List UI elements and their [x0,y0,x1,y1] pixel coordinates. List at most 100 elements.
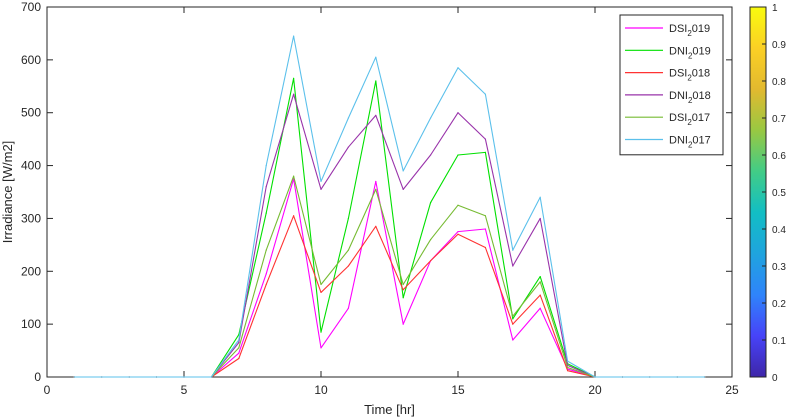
data-point [265,249,267,251]
data-point [156,376,158,378]
data-point [457,67,459,69]
colorbar-tick-label: 0.1 [772,336,786,347]
data-point [512,339,514,341]
data-point [293,77,295,79]
data-point [484,246,486,249]
data-point [402,297,404,299]
data-point [375,114,377,116]
data-point [430,117,432,119]
data-point [320,291,322,294]
data-point [128,376,130,378]
data-point [621,376,624,378]
data-point [567,366,569,369]
colorbar-tick-label: 0.8 [772,77,786,88]
data-point [539,217,541,220]
data-point [430,201,432,204]
legend: DSI2019 DNI2019 DSI2018 DNI2018 DSI2017 DNI20… [619,14,724,156]
data-point [539,281,541,283]
data-point [320,283,322,286]
data-point [484,138,486,140]
data-point [375,225,377,227]
colorbar-tick-label: 0.2 [772,299,786,310]
data-point [512,315,514,317]
data-point [567,360,569,362]
data-point [457,204,459,206]
data-point [402,323,404,325]
data-point [320,180,322,183]
data-point [265,212,267,214]
colorbar-tick-label: 0.4 [772,225,786,236]
x-tick-label: 5 [181,383,188,397]
data-point [457,231,459,233]
data-point [430,260,432,262]
data-point [484,93,486,95]
data-point [347,307,349,309]
y-tick-label: 500 [21,106,41,120]
data-point [539,275,541,278]
colorbar: 0 0.1 0.2 0.3 0.4 0.5 0.6 0.7 0.8 0.9 1 [749,3,786,384]
data-point [347,217,349,220]
data-point [484,228,486,230]
data-point [402,283,404,286]
data-point [238,357,240,360]
legend-box [619,14,724,156]
axis-ticks: 0 5 10 15 20 25 0 100 200 300 400 500 600 700 [21,0,739,397]
data-point [594,376,596,378]
data-point [430,154,432,156]
legend-label: DSI2018 [669,68,710,83]
data-point [676,376,678,378]
colorbar-tick-label: 0.9 [772,40,786,51]
data-point [265,283,267,286]
y-tick-label: 700 [21,0,41,14]
x-axis-label: Time [hr] [364,402,415,417]
data-point [402,289,404,291]
data-point [539,196,541,198]
data-point [320,331,322,333]
legend-label: DSI2019 [669,23,710,38]
y-tick-label: 200 [21,264,41,278]
x-tick-label: 15 [451,383,465,397]
y-tick-label: 400 [21,159,41,173]
legend-label: DNI2017 [669,135,711,150]
data-point [649,376,651,378]
data-point [484,151,486,153]
data-point [539,294,541,296]
data-point [567,370,569,372]
data-point [73,376,75,378]
data-point [512,323,514,325]
data-point [402,188,404,190]
data-point [347,146,349,148]
data-point [101,376,103,378]
data-point [293,93,295,95]
data-point [704,376,706,378]
legend-label: DSI2017 [669,112,710,127]
colorbar-tick-label: 0 [772,373,778,384]
data-point [293,35,295,37]
data-point [210,376,212,378]
data-point [320,188,322,190]
data-point [375,80,377,82]
data-point [375,180,377,183]
data-point [402,170,404,172]
data-point [457,233,459,235]
data-point [183,376,185,378]
data-point [238,352,240,354]
data-point [539,307,541,309]
data-point [347,265,349,267]
legend-label: DNI2018 [669,90,711,105]
data-point [347,249,349,251]
series-line-dni_2017 [74,35,705,378]
x-tick-label: 25 [725,383,739,397]
data-point [238,342,240,344]
data-point [238,347,240,349]
data-point [457,112,459,114]
legend-label: DNI2019 [669,45,711,60]
data-point [265,164,267,167]
x-tick-label: 10 [314,383,328,397]
colorbar-tick-label: 1 [772,3,778,14]
data-point [320,347,322,349]
y-tick-label: 300 [21,211,41,225]
data-point [238,339,240,341]
data-point [265,273,267,275]
data-point [512,249,514,251]
